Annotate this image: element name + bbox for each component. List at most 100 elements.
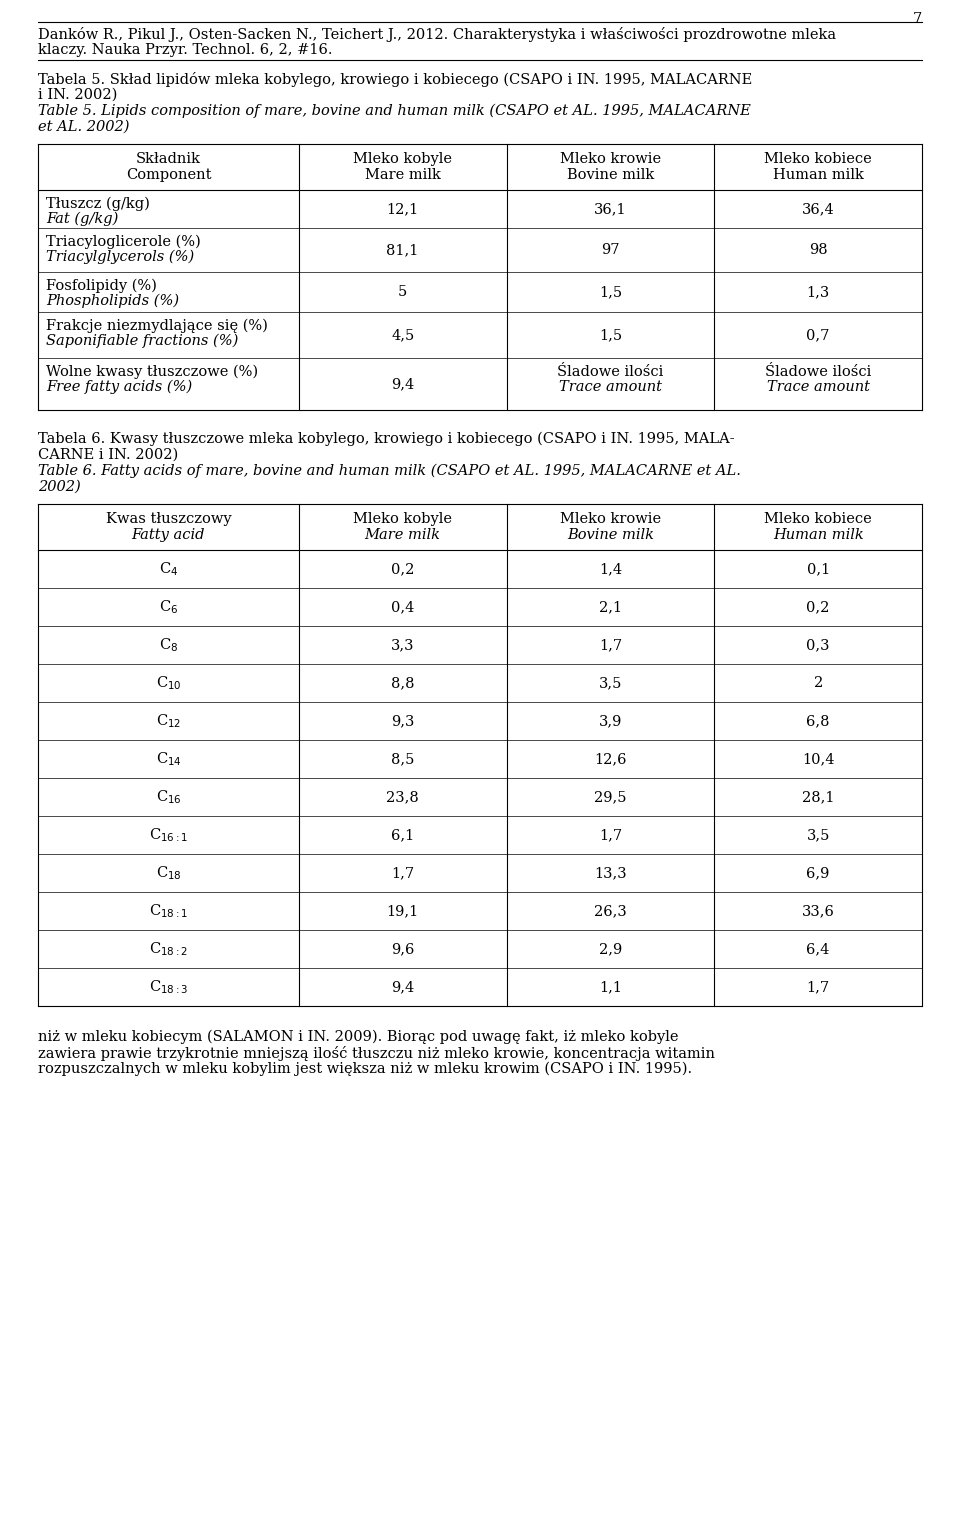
Text: 23,8: 23,8 (386, 789, 419, 805)
Text: 0,7: 0,7 (806, 328, 829, 342)
Text: 1,1: 1,1 (599, 980, 622, 994)
Text: 36,4: 36,4 (802, 202, 834, 215)
Text: C$_{12}$: C$_{12}$ (156, 712, 181, 730)
Text: zawiera prawie trzykrotnie mniejszą ilość tłuszczu niż mleko krowie, koncentracj: zawiera prawie trzykrotnie mniejszą iloś… (38, 1046, 715, 1061)
Text: 3,5: 3,5 (806, 828, 829, 841)
Text: Mleko kobyle: Mleko kobyle (353, 153, 452, 166)
Text: 98: 98 (809, 243, 828, 257)
Text: 1,7: 1,7 (599, 638, 622, 652)
Text: Saponifiable fractions (%): Saponifiable fractions (%) (46, 334, 238, 348)
Text: 0,2: 0,2 (391, 562, 415, 576)
Text: 9,6: 9,6 (391, 942, 415, 956)
Text: 3,9: 3,9 (599, 715, 622, 728)
Text: Kwas tłuszczowy: Kwas tłuszczowy (106, 512, 231, 525)
Text: 13,3: 13,3 (594, 866, 627, 880)
Text: 6,1: 6,1 (391, 828, 415, 841)
Text: 1,7: 1,7 (806, 980, 829, 994)
Text: Śladowe ilości: Śladowe ilości (765, 365, 872, 379)
Text: 26,3: 26,3 (594, 904, 627, 918)
Text: 2002): 2002) (38, 479, 81, 495)
Text: 7: 7 (913, 12, 922, 26)
Text: 81,1: 81,1 (387, 243, 419, 257)
Text: C$_4$: C$_4$ (158, 560, 178, 577)
Text: 9,4: 9,4 (391, 980, 415, 994)
Text: Tabela 5. Skład lipidów mleka kobylego, krowiego i kobiecego (CSAPO i IN. 1995, : Tabela 5. Skład lipidów mleka kobylego, … (38, 72, 753, 87)
Text: 1,7: 1,7 (599, 828, 622, 841)
Text: Triacylglycerols (%): Triacylglycerols (%) (46, 250, 194, 264)
Text: Składnik: Składnik (136, 153, 201, 166)
Text: Trace amount: Trace amount (767, 380, 870, 394)
Text: 0,2: 0,2 (806, 600, 829, 614)
Text: 12,6: 12,6 (594, 751, 627, 767)
Text: 4,5: 4,5 (391, 328, 415, 342)
Text: 97: 97 (601, 243, 619, 257)
Text: 0,3: 0,3 (806, 638, 829, 652)
Text: Mleko kobiece: Mleko kobiece (764, 153, 872, 166)
Text: Mare milk: Mare milk (365, 168, 441, 182)
Text: Fat (g/kg): Fat (g/kg) (46, 212, 118, 226)
Text: Free fatty acids (%): Free fatty acids (%) (46, 380, 192, 394)
Text: C$_{18:1}$: C$_{18:1}$ (149, 902, 188, 919)
Text: 12,1: 12,1 (387, 202, 419, 215)
Text: 3,3: 3,3 (391, 638, 415, 652)
Text: Frakcje niezmydlające się (%): Frakcje niezmydlające się (%) (46, 319, 268, 333)
Text: i IN. 2002): i IN. 2002) (38, 89, 117, 102)
Text: Human milk: Human milk (773, 168, 864, 182)
Text: C$_{16}$: C$_{16}$ (156, 788, 181, 806)
Text: et AL. 2002): et AL. 2002) (38, 121, 130, 134)
Text: 33,6: 33,6 (802, 904, 834, 918)
Text: rozpuszczalnych w mleku kobylim jest większa niż w mleku krowim (CSAPO i IN. 199: rozpuszczalnych w mleku kobylim jest wię… (38, 1061, 692, 1077)
Text: 19,1: 19,1 (387, 904, 419, 918)
Text: 5: 5 (398, 286, 407, 299)
Text: Phospholipids (%): Phospholipids (%) (46, 295, 180, 308)
Text: Bovine milk: Bovine milk (567, 528, 654, 542)
Text: Mare milk: Mare milk (365, 528, 441, 542)
Text: C$_8$: C$_8$ (158, 637, 178, 654)
Text: Bovine milk: Bovine milk (566, 168, 654, 182)
Text: 29,5: 29,5 (594, 789, 627, 805)
Text: Śladowe ilości: Śladowe ilości (557, 365, 663, 379)
Text: 2,1: 2,1 (599, 600, 622, 614)
Text: Mleko krowie: Mleko krowie (560, 153, 660, 166)
Text: Table 5. Lipids composition of mare, bovine and human milk (CSAPO et AL. 1995, M: Table 5. Lipids composition of mare, bov… (38, 104, 751, 119)
Text: C$_6$: C$_6$ (158, 599, 178, 615)
Text: klaczy. Nauka Przyr. Technol. 6, 2, #16.: klaczy. Nauka Przyr. Technol. 6, 2, #16. (38, 43, 332, 56)
Text: 8,8: 8,8 (391, 676, 415, 690)
Text: Wolne kwasy tłuszczowe (%): Wolne kwasy tłuszczowe (%) (46, 365, 258, 379)
Text: 0,4: 0,4 (391, 600, 415, 614)
Text: 1,4: 1,4 (599, 562, 622, 576)
Text: Table 6. Fatty acids of mare, bovine and human milk (CSAPO et AL. 1995, MALACARN: Table 6. Fatty acids of mare, bovine and… (38, 464, 741, 478)
Text: C$_{18:2}$: C$_{18:2}$ (149, 941, 188, 957)
Text: C$_{10}$: C$_{10}$ (156, 673, 181, 692)
Text: C$_{14}$: C$_{14}$ (156, 750, 181, 768)
Text: 6,8: 6,8 (806, 715, 829, 728)
Text: 1,7: 1,7 (391, 866, 414, 880)
Text: Component: Component (126, 168, 211, 182)
Text: 0,1: 0,1 (806, 562, 829, 576)
Text: 1,5: 1,5 (599, 328, 622, 342)
Text: 28,1: 28,1 (802, 789, 834, 805)
Text: 3,5: 3,5 (599, 676, 622, 690)
Text: 6,4: 6,4 (806, 942, 829, 956)
Text: Tabela 6. Kwasy tłuszczowe mleka kobylego, krowiego i kobiecego (CSAPO i IN. 199: Tabela 6. Kwasy tłuszczowe mleka kobyleg… (38, 432, 734, 446)
Text: 1,3: 1,3 (806, 286, 829, 299)
Text: Tłuszcz (g/kg): Tłuszcz (g/kg) (46, 197, 150, 211)
Text: 2: 2 (813, 676, 823, 690)
Text: Human milk: Human milk (773, 528, 863, 542)
Text: 9,3: 9,3 (391, 715, 415, 728)
Text: 2,9: 2,9 (599, 942, 622, 956)
Text: Mleko kobiece: Mleko kobiece (764, 512, 872, 525)
Text: C$_{18:3}$: C$_{18:3}$ (149, 979, 188, 996)
Text: 8,5: 8,5 (391, 751, 415, 767)
Text: Fatty acid: Fatty acid (132, 528, 205, 542)
Text: C$_{16:1}$: C$_{16:1}$ (149, 826, 188, 844)
Text: 1,5: 1,5 (599, 286, 622, 299)
Text: 36,1: 36,1 (594, 202, 627, 215)
Text: 10,4: 10,4 (802, 751, 834, 767)
Text: 9,4: 9,4 (391, 377, 415, 391)
Text: CARNE i IN. 2002): CARNE i IN. 2002) (38, 447, 179, 463)
Text: C$_{18}$: C$_{18}$ (156, 864, 181, 883)
Text: Triacyloglicerole (%): Triacyloglicerole (%) (46, 235, 201, 249)
Text: Mleko krowie: Mleko krowie (560, 512, 660, 525)
Text: Danków R., Pikul J., Osten-Sacken N., Teichert J., 2012. Charakterystyka i właśc: Danków R., Pikul J., Osten-Sacken N., Te… (38, 27, 836, 43)
